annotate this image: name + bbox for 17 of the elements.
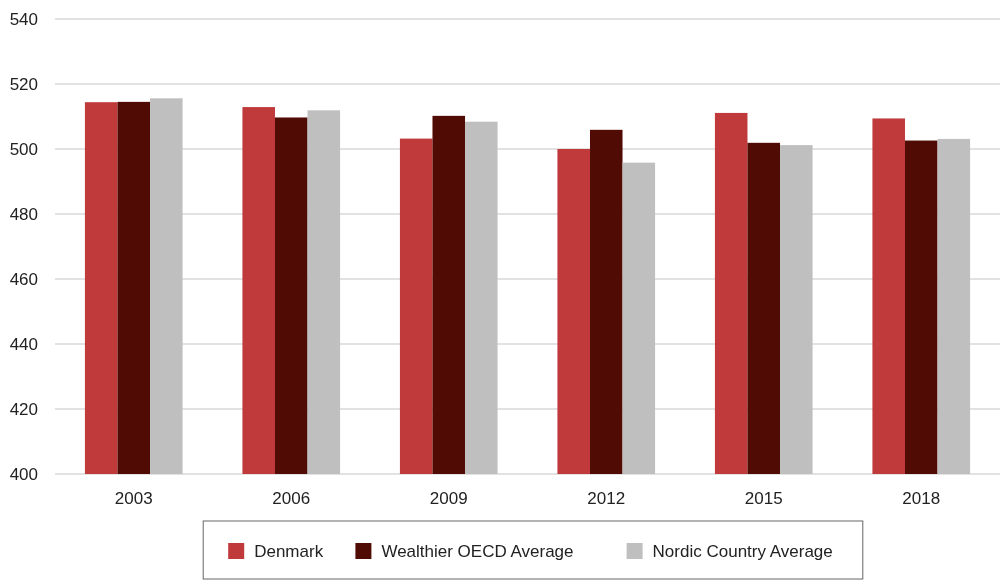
- y-tick-label: 440: [9, 334, 38, 354]
- y-tick-label: 540: [9, 9, 38, 29]
- legend-label: Nordic Country Average: [652, 541, 833, 561]
- x-tick-label: 2015: [744, 489, 783, 508]
- y-tick-label: 420: [9, 399, 38, 419]
- x-tick-label: 2009: [429, 489, 468, 508]
- y-tick-label: 460: [9, 269, 38, 289]
- x-tick-label: 2012: [587, 489, 626, 508]
- legend-label: Denmark: [254, 541, 324, 561]
- y-tick-label: 480: [9, 204, 38, 224]
- x-tick-label: 2018: [902, 489, 941, 508]
- x-tick-label: 2003: [114, 489, 153, 508]
- y-tick-label: 400: [9, 464, 38, 484]
- y-tick-label: 500: [9, 139, 38, 159]
- legend-label: Wealthier OECD Average: [381, 541, 574, 561]
- x-tick-label: 2006: [272, 489, 311, 508]
- y-tick-label: 520: [9, 74, 38, 94]
